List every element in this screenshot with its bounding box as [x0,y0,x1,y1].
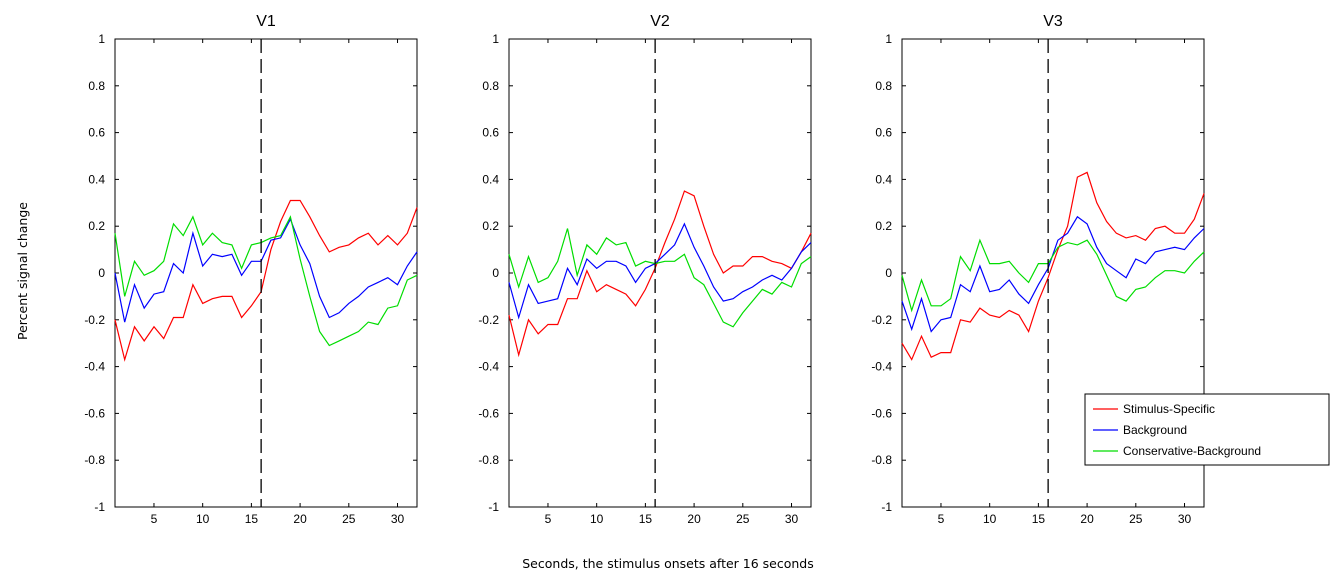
series-line-background [114,217,418,323]
panel-2: V2-1-0.8-0.6-0.4-0.200.20.40.60.815 10 15 2… [478,13,812,526]
x-tick-label: 25 [342,512,356,526]
x-tick-label: 25 [736,512,750,526]
y-tick-label: 0.8 [88,79,105,93]
x-tick-label: 15 [639,512,653,526]
panel-title: V2 [650,13,670,30]
y-tick-label: 0.4 [482,172,499,186]
y-tick-label: 0.4 [875,172,892,186]
series-line-stimulus-specific [901,171,1205,361]
x-tick-label: 5 [151,512,158,526]
y-tick-label: -0.4 [871,360,892,374]
y-tick-label: -0.6 [478,406,499,420]
x-tick-label: 30 [785,512,799,526]
x-tick-label: 20 [293,512,307,526]
panel-1: V1-1-0.8-0.6-0.4-0.200.20.40.60.815 10 15 2… [84,13,418,526]
y-tick-label: 1 [98,32,105,46]
y-tick-label: 0.2 [88,219,105,233]
panel-title: V3 [1043,13,1063,30]
x-tick-label: 30 [1178,512,1192,526]
y-tick-label: -0.4 [84,360,105,374]
y-tick-label: -0.2 [871,313,892,327]
panel-title: V1 [256,13,276,30]
legend-label: Stimulus-Specific [1123,402,1215,416]
panels: V1-1-0.8-0.6-0.4-0.200.20.40.60.815 10 15 2… [84,13,1330,526]
axes-frame [508,38,812,508]
legend-label: Conservative-Background [1123,444,1261,458]
y-tick-label: 1 [885,32,892,46]
y-tick-label: -0.4 [478,360,499,374]
x-tick-label: 15 [1032,512,1046,526]
y-tick-label: 0.2 [875,219,892,233]
series-line-conservative-background [508,228,812,328]
legend-box [1084,393,1330,466]
series-line-stimulus-specific [114,199,418,362]
x-tick-label: 20 [1080,512,1094,526]
y-tick-label: -1 [881,500,892,514]
x-tick-label: 5 [545,512,552,526]
y-tick-label: 0 [492,266,499,280]
y-tick-label: 0 [885,266,892,280]
y-tick-label: 0.2 [482,219,499,233]
y-tick-label: -0.2 [84,313,105,327]
y-axis-label: Percent signal change [15,202,30,340]
y-tick-label: -0.6 [84,406,105,420]
series-line-stimulus-specific [508,190,812,358]
x-tick-label: 20 [687,512,701,526]
panel-3: V3-1-0.8-0.6-0.4-0.200.20.40.60.815 10 15 2… [871,13,1330,526]
x-axis-label: Seconds, the stimulus onsets after 16 se… [522,556,814,571]
y-tick-label: -0.8 [84,453,105,467]
y-tick-label: -0.8 [478,453,499,467]
y-tick-label: 0.6 [875,126,892,140]
y-tick-label: -0.6 [871,406,892,420]
y-tick-label: -0.2 [478,313,499,327]
legend: Stimulus-Specific Background Conservative-… [1084,393,1330,466]
y-tick-label: 0 [98,266,105,280]
series-line-background [508,222,812,320]
y-tick-label: 0.8 [482,79,499,93]
x-tick-label: 30 [391,512,405,526]
y-tick-label: -1 [488,500,499,514]
x-tick-label: 25 [1129,512,1143,526]
series-line-conservative-background [114,215,418,347]
series-line-conservative-background [901,238,1205,313]
series-line-background [901,215,1205,333]
x-tick-label: 15 [245,512,259,526]
y-tick-label: 0.6 [482,126,499,140]
x-tick-label: 10 [196,512,210,526]
y-tick-label: -1 [94,500,105,514]
y-tick-label: 0.6 [88,126,105,140]
x-tick-label: 10 [983,512,997,526]
x-tick-label: 5 [938,512,945,526]
y-tick-label: 0.8 [875,79,892,93]
y-tick-label: 0.4 [88,172,105,186]
x-tick-label: 10 [590,512,604,526]
y-tick-label: 1 [492,32,499,46]
legend-label: Background [1123,423,1187,437]
y-tick-label: -0.8 [871,453,892,467]
